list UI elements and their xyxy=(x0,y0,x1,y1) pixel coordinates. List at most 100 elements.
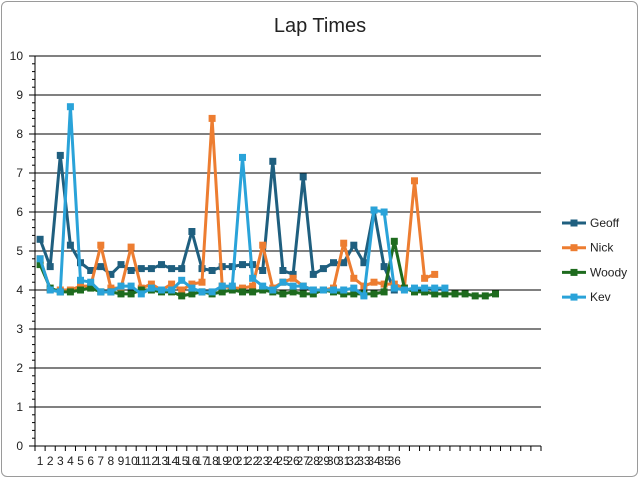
data-point xyxy=(330,286,337,294)
data-point xyxy=(289,288,297,296)
x-tick-label: 14 xyxy=(165,454,179,468)
x-tick-label: 22 xyxy=(246,454,260,468)
data-point xyxy=(249,274,257,282)
data-point xyxy=(340,286,348,294)
legend-item-geoff: Geoff xyxy=(562,216,620,230)
data-point xyxy=(127,243,135,251)
data-point xyxy=(421,288,429,296)
x-tick-label: 5 xyxy=(77,454,84,468)
data-point xyxy=(370,206,378,214)
data-point xyxy=(228,263,236,271)
x-tick-label: 10 xyxy=(124,454,138,468)
data-point xyxy=(36,235,44,243)
x-tick-label: 15 xyxy=(175,454,189,468)
series-line-woody xyxy=(38,239,496,298)
data-point xyxy=(340,259,348,267)
data-point xyxy=(441,284,449,292)
data-point xyxy=(107,284,115,292)
x-tick-label: 25 xyxy=(276,454,290,468)
legend-marker xyxy=(570,268,578,276)
data-point xyxy=(259,286,267,294)
data-point xyxy=(188,228,196,235)
data-point xyxy=(370,278,378,286)
data-point xyxy=(289,274,297,282)
data-point xyxy=(309,270,317,278)
data-point xyxy=(299,173,307,181)
data-point xyxy=(289,270,297,278)
data-point xyxy=(319,286,327,294)
data-point xyxy=(46,286,54,294)
legend-item-nick: Nick xyxy=(562,241,614,255)
data-point xyxy=(279,267,287,274)
legend-label: Geoff xyxy=(590,216,620,230)
data-point xyxy=(117,290,125,298)
x-tick-label: 20 xyxy=(226,454,240,468)
data-point xyxy=(471,292,479,300)
data-point xyxy=(228,282,236,290)
data-point xyxy=(390,284,398,292)
x-tick-label: 9 xyxy=(118,454,125,468)
data-point xyxy=(36,261,44,269)
data-point xyxy=(330,259,337,267)
data-point xyxy=(107,288,115,296)
data-point xyxy=(431,284,439,292)
data-point xyxy=(350,290,358,298)
data-point xyxy=(360,292,368,300)
data-point xyxy=(380,208,388,216)
y-tick-label: 5 xyxy=(16,244,23,258)
data-point xyxy=(431,290,439,298)
data-point xyxy=(97,241,105,249)
data-point xyxy=(350,274,358,282)
series-line-nick xyxy=(38,116,436,292)
x-tick-label: 28 xyxy=(307,454,321,468)
x-tick-label: 24 xyxy=(266,454,280,468)
data-point xyxy=(46,263,54,271)
y-tick-label: 1 xyxy=(16,400,23,414)
data-point xyxy=(289,282,297,290)
data-point xyxy=(147,284,155,292)
data-point xyxy=(208,114,216,122)
x-tick-label: 18 xyxy=(205,454,219,468)
data-point xyxy=(66,288,74,296)
data-point xyxy=(178,286,186,294)
data-point xyxy=(208,267,216,274)
data-point xyxy=(279,278,287,286)
x-tick-label: 8 xyxy=(108,454,115,468)
chart-title: Lap Times xyxy=(274,15,366,37)
legend: Geoff Nick Woody Kev xyxy=(562,216,627,304)
series-layer xyxy=(36,103,499,300)
data-point xyxy=(218,288,226,296)
data-point xyxy=(198,288,206,296)
data-point xyxy=(127,290,135,298)
data-point xyxy=(168,265,176,273)
data-point xyxy=(36,255,44,263)
data-point xyxy=(77,286,84,294)
x-tick-label: 17 xyxy=(195,454,209,468)
data-point xyxy=(137,265,145,273)
x-tick-label: 34 xyxy=(367,454,381,468)
y-tick-label: 2 xyxy=(16,361,23,375)
legend-label: Woody xyxy=(590,265,627,279)
data-point xyxy=(249,288,257,296)
data-point xyxy=(400,286,408,294)
data-point xyxy=(299,290,307,298)
data-point xyxy=(370,290,378,298)
data-point xyxy=(461,290,469,298)
y-axis: 0 1 2 3 4 5 6 7 8 9 10 xyxy=(10,49,36,453)
data-point xyxy=(208,288,216,296)
data-point xyxy=(492,290,499,298)
data-point xyxy=(421,274,429,282)
data-point xyxy=(380,263,388,271)
data-point xyxy=(107,270,115,278)
y-tick-label: 4 xyxy=(16,283,23,297)
x-tick-label: 27 xyxy=(297,454,311,468)
x-tick-label: 31 xyxy=(337,454,351,468)
data-point xyxy=(259,241,267,249)
data-point xyxy=(127,282,135,290)
data-point xyxy=(431,270,439,278)
legend-marker xyxy=(570,244,578,252)
data-point xyxy=(441,290,449,298)
data-point xyxy=(56,288,64,296)
data-point xyxy=(350,284,358,292)
data-point xyxy=(117,282,125,290)
